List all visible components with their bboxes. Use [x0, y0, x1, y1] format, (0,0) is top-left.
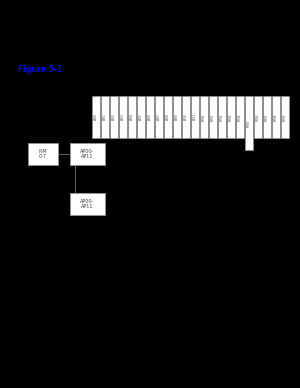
- FancyBboxPatch shape: [137, 96, 145, 138]
- Text: AP04: AP04: [130, 114, 134, 120]
- FancyBboxPatch shape: [272, 96, 280, 138]
- Text: AP09: AP09: [175, 114, 179, 120]
- FancyBboxPatch shape: [70, 143, 105, 165]
- Text: AP07: AP07: [157, 114, 161, 120]
- FancyBboxPatch shape: [218, 96, 226, 138]
- Text: MP00: MP00: [202, 113, 206, 121]
- Text: MP07: MP07: [265, 113, 269, 121]
- Text: AP00-
AP11: AP00- AP11: [80, 199, 94, 209]
- FancyBboxPatch shape: [164, 96, 172, 138]
- Text: MP09: MP09: [283, 113, 287, 121]
- Text: AP10: AP10: [184, 114, 188, 120]
- FancyBboxPatch shape: [146, 96, 154, 138]
- Text: MP08: MP08: [274, 113, 278, 121]
- FancyBboxPatch shape: [128, 96, 136, 138]
- FancyBboxPatch shape: [263, 96, 271, 138]
- FancyBboxPatch shape: [70, 193, 105, 215]
- FancyBboxPatch shape: [191, 96, 199, 138]
- Text: AP11: AP11: [193, 114, 197, 121]
- FancyBboxPatch shape: [173, 96, 181, 138]
- FancyBboxPatch shape: [281, 96, 289, 138]
- FancyBboxPatch shape: [28, 143, 58, 165]
- Text: MP06: MP06: [256, 113, 260, 121]
- FancyBboxPatch shape: [110, 96, 118, 138]
- Text: MP03: MP03: [229, 113, 233, 121]
- Text: Figure 5-1: Figure 5-1: [18, 65, 62, 74]
- FancyBboxPatch shape: [155, 96, 163, 138]
- Text: AP08: AP08: [166, 114, 170, 120]
- FancyBboxPatch shape: [200, 96, 208, 138]
- Text: PIM
0-7: PIM 0-7: [39, 149, 47, 159]
- FancyBboxPatch shape: [182, 96, 190, 138]
- FancyBboxPatch shape: [92, 96, 100, 138]
- Text: AP05: AP05: [139, 114, 143, 120]
- Text: MP04: MP04: [238, 113, 242, 121]
- FancyBboxPatch shape: [101, 96, 109, 138]
- FancyBboxPatch shape: [236, 96, 244, 138]
- Text: MP02: MP02: [220, 113, 224, 121]
- Text: AP00-
AP11: AP00- AP11: [80, 149, 94, 159]
- Text: AP03: AP03: [121, 114, 125, 120]
- Text: MP05: MP05: [247, 120, 251, 126]
- FancyBboxPatch shape: [227, 96, 235, 138]
- FancyBboxPatch shape: [254, 96, 262, 138]
- Text: AP06: AP06: [148, 114, 152, 120]
- FancyBboxPatch shape: [119, 96, 127, 138]
- Text: AP00: AP00: [94, 114, 98, 120]
- Text: AP02: AP02: [112, 114, 116, 120]
- FancyBboxPatch shape: [209, 96, 217, 138]
- FancyBboxPatch shape: [245, 96, 253, 150]
- Text: MP01: MP01: [211, 113, 215, 121]
- Text: AP01: AP01: [103, 114, 107, 120]
